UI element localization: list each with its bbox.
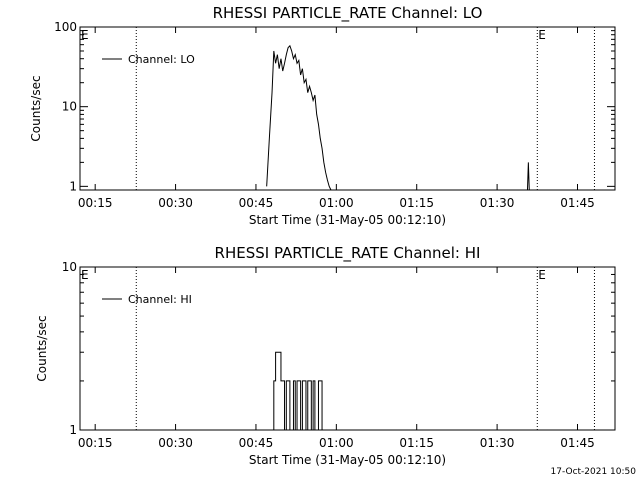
edge-label: E: [81, 268, 89, 282]
series-line: [271, 351, 323, 431]
chart-title: RHESSI PARTICLE_RATE Channel: LO: [213, 4, 483, 23]
chart-title: RHESSI PARTICLE_RATE Channel: HI: [215, 244, 481, 263]
y-tick-label: 1: [69, 423, 77, 437]
vline-label: E: [538, 268, 546, 282]
plot-frame: [79, 26, 616, 191]
x-tick-label: 01:30: [480, 436, 515, 450]
y-tick-label: 10: [62, 100, 77, 114]
x-tick-label: 00:30: [158, 196, 193, 210]
x-tick-label: 00:45: [239, 436, 274, 450]
x-tick-label: 00:15: [78, 196, 113, 210]
x-tick-label: 01:45: [560, 196, 595, 210]
series-line: [266, 44, 332, 191]
chart-panel-0: RHESSI PARTICLE_RATE Channel: LO 00:15 00:…: [29, 4, 616, 227]
series-line: [526, 162, 530, 191]
y-axis-label: Counts/sec: [35, 315, 49, 381]
x-axis-label: Start Time (31-May-05 00:12:10): [249, 453, 446, 467]
legend-label: Channel: LO: [128, 53, 195, 66]
legend-label: Channel: HI: [128, 293, 192, 306]
edge-label: E: [81, 28, 89, 42]
x-tick-label: 00:45: [239, 196, 274, 210]
x-tick-label: 01:30: [480, 196, 515, 210]
timestamp: 17-Oct-2021 10:50: [551, 467, 637, 477]
y-tick-label: 1: [69, 179, 77, 193]
x-tick-label: 01:00: [319, 196, 354, 210]
x-tick-label: 00:15: [78, 436, 113, 450]
x-tick-label: 01:45: [560, 436, 595, 450]
x-tick-label: 01:00: [319, 436, 354, 450]
y-axis-label: Counts/sec: [29, 75, 43, 141]
x-tick-label: 01:15: [399, 436, 434, 450]
x-tick-label: 01:15: [399, 196, 434, 210]
plot-frame: [79, 266, 616, 431]
vline-label: E: [538, 28, 546, 42]
x-axis-label: Start Time (31-May-05 00:12:10): [249, 213, 446, 227]
y-tick-label: 10: [62, 260, 77, 274]
y-tick-label: 100: [54, 20, 77, 34]
chart-panel-1: RHESSI PARTICLE_RATE Channel: HI 00:15 00:…: [35, 244, 616, 467]
x-tick-label: 00:30: [158, 436, 193, 450]
